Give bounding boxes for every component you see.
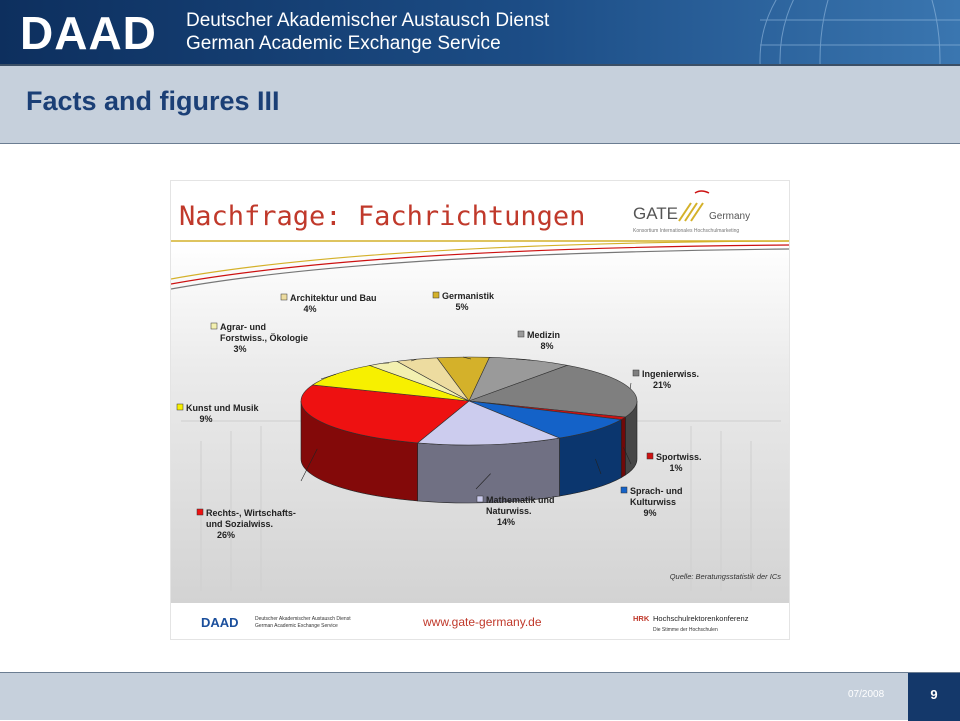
gate-logo-sub: Germany [709,211,750,222]
footer-date: 07/2008 [848,689,884,700]
pie-legend-swatch-7 [177,404,183,410]
page-number: 9 [908,687,960,702]
pie-legend-swatch-9 [281,294,287,300]
slide-footer: DAAD Deutscher Akademischer Austausch Di… [201,614,749,633]
pie-value-label-0: 5% [455,302,468,312]
pie-category-label-5-line0: Mathematik und [486,495,555,505]
embedded-chart-slide: Nachfrage: Fachrichtungen GATE Germany K… [170,180,790,640]
pie-value-label-4: 9% [643,508,656,518]
footer-hrk-name: Hochschulrektorenkonferenz [653,614,749,623]
page-title: Facts and figures III [26,86,280,117]
pie-legend-swatch-4 [621,487,627,493]
pie-legend-swatch-2 [633,370,639,376]
pie-value-label-5: 14% [497,517,515,527]
pie-legend-swatch-6 [197,509,203,515]
pie-side-5 [418,438,560,503]
header-org-name-de: Deutscher Akademischer Austausch Dienst [186,10,549,32]
gate-logo-text: GATE [633,204,678,223]
pie-category-label-4-line1: Kulturwiss [630,497,676,507]
pie-legend-swatch-8 [211,323,217,329]
pie-category-label-4-line0: Sprach- und [630,486,683,496]
pie-category-label-0: Germanistik [442,291,495,301]
footer-hrk-abbr: HRK [633,614,650,623]
chart-canvas: Nachfrage: Fachrichtungen GATE Germany K… [171,181,790,640]
pie-legend-swatch-1 [518,331,524,337]
slide-title: Nachfrage: Fachrichtungen [179,201,585,232]
pie-category-label-8-line1: Forstwiss., Ökologie [220,333,308,343]
footer-daad-logo: DAAD [201,615,239,630]
pie-category-label-9: Architektur und Bau [290,293,377,303]
pie-category-label-2: Ingenierwiss. [642,369,699,379]
pie-value-label-1: 8% [540,341,553,351]
header-org-name-en: German Academic Exchange Service [186,33,501,55]
pie-value-label-7: 9% [199,414,212,424]
footer-band: 07/2008 9 [0,672,960,720]
gate-tagline: Konsortium Internationales Hochschulmark… [633,228,739,234]
pie-legend-swatch-3 [647,453,653,459]
page-number-box: 9 [908,673,960,721]
pie-category-label-8-line0: Agrar- und [220,322,266,332]
pie-category-label-6-line1: und Sozialwiss. [206,519,273,529]
footer-daad-line1: Deutscher Akademischer Austausch Dienst [255,616,351,622]
daad-logo: DAAD [20,6,157,60]
footer-hrk-tagline: Die Stimme der Hochschulen [653,627,718,633]
pie-chart [301,357,637,503]
gate-germany-logo: GATE Germany Konsortium Internationales … [633,191,750,234]
pie-category-label-5-line1: Naturwiss. [486,506,532,516]
pie-category-label-3: Sportwiss. [656,452,702,462]
title-band: Facts and figures III [0,64,960,144]
pie-value-label-9: 4% [303,304,316,314]
footer-daad-line2: German Academic Exchange Service [255,623,338,629]
pie-value-label-2: 21% [653,380,671,390]
pie-side-3 [621,417,625,478]
footer-url: www.gate-germany.de [422,615,542,629]
pie-category-label-1: Medizin [527,330,560,340]
pie-legend-swatch-0 [433,292,439,298]
chart-source-note: Quelle: Beratungsstatistik der ICs [670,572,782,581]
pie-category-label-7: Kunst und Musik [186,403,259,413]
pie-category-label-6-line0: Rechts-, Wirtschafts- [206,508,296,518]
pie-value-label-8: 3% [233,344,246,354]
pie-value-label-3: 1% [669,463,682,473]
pie-legend-swatch-5 [477,496,483,502]
header-banner: DAAD Deutscher Akademischer Austausch Di… [0,0,960,64]
pie-value-label-6: 26% [217,530,235,540]
